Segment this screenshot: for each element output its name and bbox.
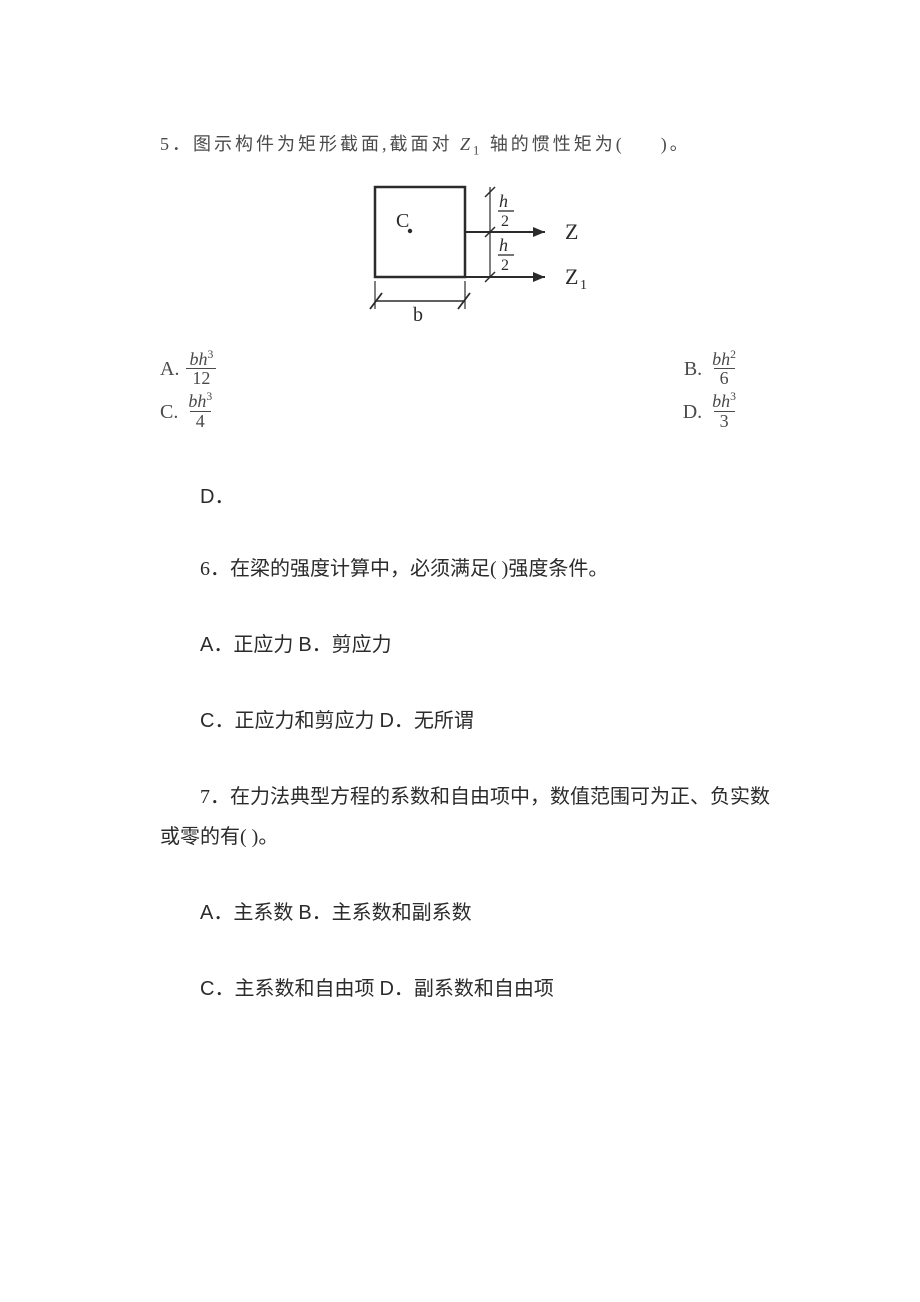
q5-answer: D． <box>160 481 780 513</box>
q6-opts-line1: A．正应力 B．剪应力 <box>160 625 780 665</box>
dim-2-top: 2 <box>501 213 509 230</box>
axis-z1-label-1: 1 <box>580 278 587 293</box>
q5-options-row-1: A. bh3 12 B. bh2 6 <box>160 350 780 389</box>
question-5-stem: 5．图示构件为矩形截面,截面对 Z1 轴的惯性矩为( )。 <box>160 130 780 161</box>
dim-2-bot: 2 <box>501 257 509 274</box>
dim-h-bot: h <box>499 235 508 255</box>
q5-text-2: 轴的惯性矩为( )。 <box>482 134 691 154</box>
opt-letter-A: A. <box>160 353 179 385</box>
q5-figure: C Z Z 1 h 2 h 2 <box>300 181 640 331</box>
rect-cross-section <box>375 187 465 277</box>
dim-b-label: b <box>413 304 423 326</box>
q5-figure-wrap: C Z Z 1 h 2 h 2 <box>160 181 780 340</box>
q7-opts-line1: A．主系数 B．主系数和副系数 <box>160 893 780 933</box>
dim-h-top: h <box>499 191 508 211</box>
q7-opts-line2: C．主系数和自由项 D．副系数和自由项 <box>160 969 780 1009</box>
axis-z-arrow <box>533 227 545 237</box>
q5-option-D: D. bh3 3 <box>450 392 780 431</box>
q5-option-A: A. bh3 12 <box>160 350 450 389</box>
frac-C: bh3 4 <box>184 392 216 431</box>
opt-letter-D: D. <box>683 396 702 428</box>
q5-text-1: 5．图示构件为矩形截面,截面对 <box>160 134 460 154</box>
q5-option-C: C. bh3 4 <box>160 392 450 431</box>
q7-stem: 7．在力法典型方程的系数和自由项中，数值范围可为正、负实数或零的有( )。 <box>160 777 780 857</box>
q5-option-B: B. bh2 6 <box>450 350 780 389</box>
opt-letter-B: B. <box>684 353 702 385</box>
frac-B: bh2 6 <box>708 350 740 389</box>
centroid-label: C <box>396 210 409 232</box>
opt-letter-C: C. <box>160 396 178 428</box>
axis-z1-arrow <box>533 272 545 282</box>
q6-stem: 6．在梁的强度计算中，必须满足( )强度条件。 <box>160 549 780 589</box>
axis-z1-label-z: Z <box>565 264 578 289</box>
frac-D: bh3 3 <box>708 392 740 431</box>
q5-Z: Z <box>460 134 473 154</box>
axis-z-label: Z <box>565 219 578 244</box>
q6-opts-line2: C．正应力和剪应力 D．无所谓 <box>160 701 780 741</box>
q5-options-row-2: C. bh3 4 D. bh3 3 <box>160 392 780 431</box>
frac-A: bh3 12 <box>185 350 217 389</box>
q5-Z-sub: 1 <box>473 144 482 158</box>
